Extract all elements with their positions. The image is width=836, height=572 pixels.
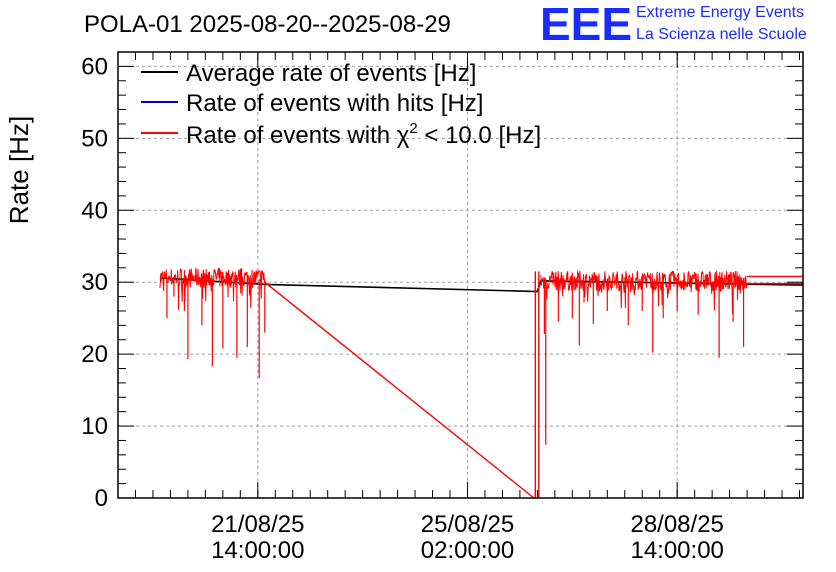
logo-line2: La Scienza nelle Scuole: [636, 26, 807, 43]
x-tick-label-date-1: 25/08/25: [421, 511, 514, 538]
y-tick-label-50: 50: [81, 125, 108, 152]
y-tick-label-10: 10: [81, 413, 108, 440]
chart-title: POLA-01 2025-08-20--2025-08-29: [84, 11, 451, 38]
legend-chi2-tail: < 10.0 [Hz]: [418, 122, 541, 149]
plot-frame: [117, 51, 804, 499]
x-tick-label-time-0: 14:00:00: [211, 537, 304, 564]
legend-chi2-base: Rate of events with χ: [186, 122, 410, 149]
x-tick-label-date-2: 28/08/25: [630, 511, 723, 538]
x-tick-label-time-2: 14:00:00: [630, 537, 723, 564]
x-ticks: 21/08/2514:00:0025/08/2502:00:0028/08/25…: [134, 52, 801, 564]
y-ticks: 0 10 20 30 40 50 60: [81, 51, 803, 512]
y-tick-label-60: 60: [81, 53, 108, 80]
y-tick-label-0: 0: [95, 485, 108, 512]
x-tick-label-time-1: 02:00:00: [421, 537, 514, 564]
axes: [117, 51, 804, 499]
series-layer: [159, 267, 804, 499]
y-tick-label-30: 30: [81, 269, 108, 296]
logo-mark: EEE: [540, 0, 632, 50]
legend: Average rate of events [Hz] Rate of even…: [141, 60, 541, 149]
legend-chi2-sup: 2: [409, 120, 417, 137]
y-tick-label-20: 20: [81, 341, 108, 368]
eee-logo: EEE Extreme Energy Events La Scienza nel…: [540, 0, 807, 50]
grid-lines: [118, 52, 803, 498]
series-chi2-noise-1: [540, 270, 748, 315]
legend-label-average: Average rate of events [Hz]: [186, 60, 476, 87]
legend-label-hits: Rate of events with hits [Hz]: [186, 90, 483, 117]
legend-label-chi2: Rate of events with χ2 < 10.0 [Hz]: [186, 120, 541, 149]
x-tick-label-date-0: 21/08/25: [211, 511, 304, 538]
y-axis-label: Rate [Hz]: [4, 116, 34, 224]
logo-line1: Extreme Energy Events: [636, 4, 804, 21]
y-tick-label-40: 40: [81, 197, 108, 224]
series-chi2-ramp: [264, 281, 535, 499]
